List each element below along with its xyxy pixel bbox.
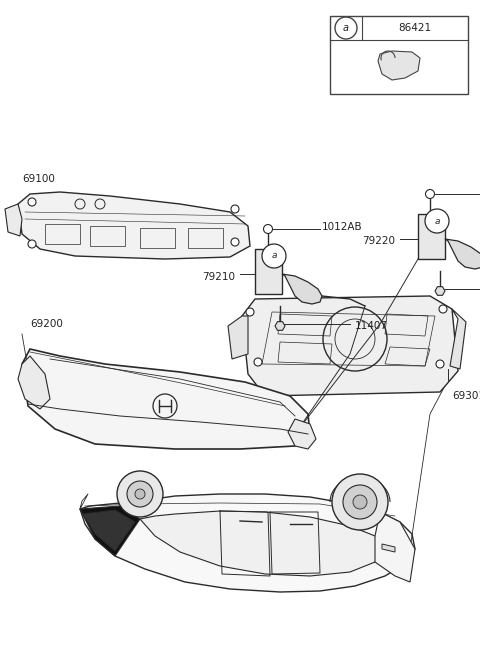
Polygon shape [418,214,445,259]
Circle shape [231,238,239,246]
Text: 1012AB: 1012AB [322,222,362,232]
Polygon shape [378,51,420,80]
Polygon shape [255,249,282,294]
Circle shape [28,198,36,206]
Circle shape [332,474,388,530]
Circle shape [117,471,163,517]
Circle shape [231,205,239,213]
Polygon shape [22,349,310,449]
Polygon shape [5,204,22,236]
Polygon shape [18,356,50,409]
Circle shape [127,481,153,507]
Circle shape [246,308,254,316]
Polygon shape [80,506,140,556]
Text: 11407: 11407 [355,321,388,331]
Polygon shape [382,544,395,552]
Circle shape [343,485,377,519]
Circle shape [425,209,449,233]
Polygon shape [83,510,135,551]
Text: 69100: 69100 [22,174,55,184]
Text: 69301: 69301 [452,391,480,401]
Polygon shape [242,296,458,396]
Text: a: a [434,216,440,226]
Circle shape [262,244,286,268]
Circle shape [264,224,273,234]
Text: 79210: 79210 [202,272,235,282]
Polygon shape [18,192,250,259]
Polygon shape [282,274,322,304]
Circle shape [28,240,36,248]
Text: a: a [271,252,277,260]
Polygon shape [228,316,248,359]
Polygon shape [435,287,445,295]
Polygon shape [288,419,316,449]
Text: 86421: 86421 [398,23,432,33]
Text: 69200: 69200 [30,319,63,329]
Circle shape [425,189,434,199]
Polygon shape [450,309,466,369]
Polygon shape [375,512,415,582]
Circle shape [353,495,367,509]
Polygon shape [80,494,415,592]
Text: a: a [343,23,349,33]
Circle shape [439,305,447,313]
Polygon shape [275,321,285,330]
Text: 79220: 79220 [362,236,395,246]
Polygon shape [140,511,385,576]
Circle shape [436,360,444,368]
Circle shape [135,489,145,499]
Bar [330,16,468,94]
Circle shape [254,358,262,366]
Polygon shape [445,239,480,269]
